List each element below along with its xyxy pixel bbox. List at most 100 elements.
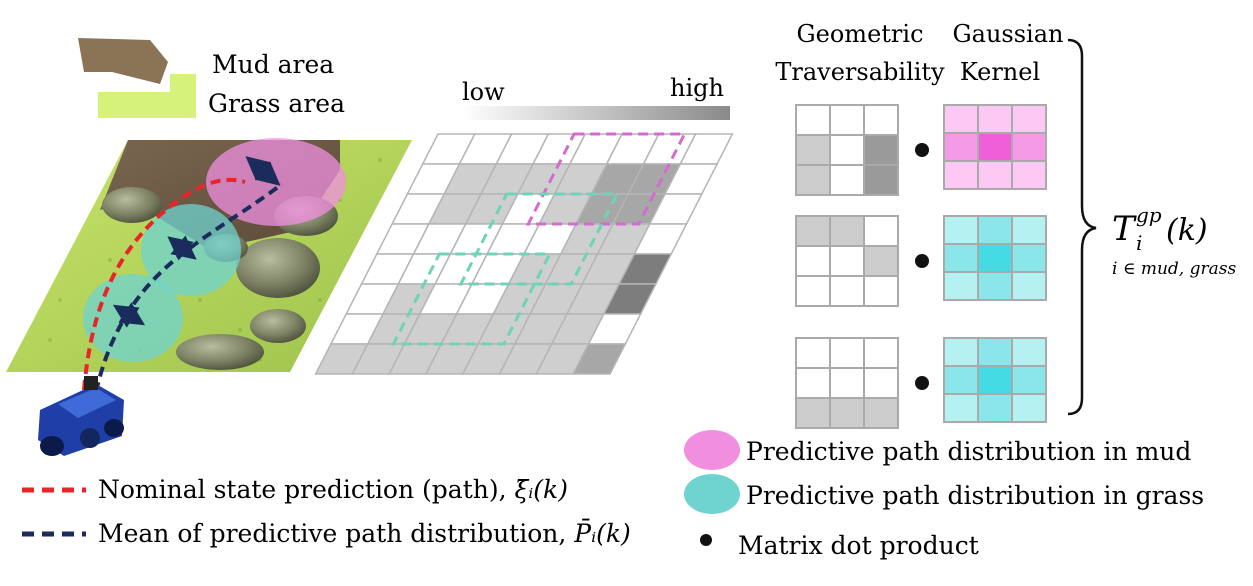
traversability-matrix-cell <box>863 215 899 247</box>
gaussian-kernel-cell <box>977 160 1013 190</box>
result-letter: T <box>1112 209 1137 249</box>
result-subscript: i <box>1136 231 1142 255</box>
geometric-traversability-heading-2: Traversability <box>775 58 945 86</box>
gaussian-kernel-cell <box>1011 215 1047 245</box>
gaussian-kernel-cell <box>943 365 979 395</box>
gaussian-kernel-cell <box>943 104 979 134</box>
traversability-matrix-cell <box>863 134 899 166</box>
gaussian-kernel-cell <box>1011 104 1047 134</box>
mud-distribution-legend-swatch <box>684 430 740 470</box>
gaussian-kernel-cell <box>1011 271 1047 301</box>
mean-path-legend-symbol: P̄ᵢ(k) <box>573 519 631 548</box>
gaussian-kernel-cell <box>943 160 979 190</box>
gaussian-kernel-cell <box>943 337 979 367</box>
grass-distribution-legend-swatch <box>684 474 740 514</box>
traversability-matrix-cell <box>829 275 865 307</box>
rock <box>236 238 320 298</box>
gaussian-kernel-cell <box>977 365 1013 395</box>
nominal-path-legend-symbol: ξ̄ᵢ(k) <box>515 475 568 504</box>
dot-product-legend-symbol <box>700 534 712 546</box>
traversability-matrix-cell <box>829 164 865 196</box>
geometric-traversability-heading-1: Geometric <box>796 20 923 48</box>
traversability-matrix-cell <box>795 337 831 369</box>
traversability-matrix-cell <box>863 245 899 277</box>
traversability-matrix-cell <box>829 245 865 277</box>
nominal-path-legend-label: Nominal state prediction (path), ξ̄ᵢ(k) <box>98 475 568 504</box>
gaussian-kernel-cell <box>977 337 1013 367</box>
traversability-matrix-cell <box>795 245 831 277</box>
result-condition: i ∈ mud, grass <box>1112 259 1236 279</box>
traversability-matrix-cell <box>863 337 899 369</box>
traversability-matrix-cell <box>863 397 899 429</box>
grass-window-outline <box>391 252 553 346</box>
traversability-matrix-cell <box>829 215 865 247</box>
scale-high-label: high <box>670 74 724 102</box>
rock <box>250 309 306 343</box>
dot-product-symbol <box>915 376 929 390</box>
traversability-grid-map <box>314 132 734 375</box>
mean-path-legend-label: Mean of predictive path distribution, P̄… <box>98 519 631 548</box>
traversability-matrix-cell <box>829 367 865 399</box>
gaussian-kernel-cell <box>1011 337 1047 367</box>
gaussian-kernel-cell <box>977 104 1013 134</box>
gaussian-kernel-cell <box>943 132 979 162</box>
traversability-scale-bar <box>462 106 730 120</box>
nominal-path <box>82 177 246 391</box>
traversability-matrix-cell <box>829 104 865 136</box>
mud-area-swatch <box>78 38 168 84</box>
curly-brace <box>1067 38 1097 416</box>
rock <box>102 187 162 223</box>
matrices-area <box>795 104 1047 429</box>
gaussian-kernel-cell <box>1011 132 1047 162</box>
gaussian-kernel-cell <box>977 132 1013 162</box>
traversability-matrix-cell <box>829 337 865 369</box>
scale-low-label: low <box>462 78 505 106</box>
mean-path-legend-text: Mean of predictive path distribution, <box>98 519 574 548</box>
traversability-matrix-cell <box>795 215 831 247</box>
traversability-matrix-cell <box>863 367 899 399</box>
gaussian-kernel-heading-1: Gaussian <box>952 20 1063 48</box>
gaussian-kernel-cell <box>1011 160 1047 190</box>
traversability-matrix-cell <box>795 164 831 196</box>
gaussian-kernel-heading-2: Kernel <box>960 58 1040 86</box>
grass-area-swatch <box>98 74 196 118</box>
gaussian-kernel-cell <box>977 271 1013 301</box>
result-symbol: T <box>1112 209 1137 249</box>
terrain-scene <box>6 138 412 456</box>
traversability-matrix-cell <box>795 367 831 399</box>
traversability-matrix-cell <box>795 275 831 307</box>
result-superscript: gp <box>1136 203 1162 227</box>
grid-map-cell <box>571 343 627 375</box>
gaussian-kernel-cell <box>1011 365 1047 395</box>
vehicle <box>38 376 124 456</box>
gaussian-kernel-cell <box>1011 393 1047 423</box>
dot-product-legend-label: Matrix dot product <box>738 531 979 560</box>
gaussian-kernel-cell <box>1011 243 1047 273</box>
gaussian-kernel-cell <box>977 243 1013 273</box>
deviation-arrow <box>112 302 146 328</box>
deviation-arrow <box>245 156 281 186</box>
traversability-matrix-cell <box>795 397 831 429</box>
gaussian-kernel-cell <box>977 215 1013 245</box>
gaussian-kernel-cell <box>943 243 979 273</box>
gaussian-kernel-cell <box>977 393 1013 423</box>
traversability-matrix-cell <box>795 104 831 136</box>
dot-product-symbol <box>915 143 929 157</box>
traversability-matrix-cell <box>829 134 865 166</box>
traversability-matrix-cell <box>863 164 899 196</box>
gaussian-kernel-cell <box>943 215 979 245</box>
traversability-matrix-cell <box>863 275 899 307</box>
rock <box>176 334 264 370</box>
dot-product-symbol <box>915 254 929 268</box>
traversability-matrix-cell <box>795 134 831 166</box>
gaussian-kernel-cell <box>943 271 979 301</box>
result-argument: (k) <box>1166 213 1208 248</box>
mud-area-label: Mud area <box>212 50 334 79</box>
traversability-matrix-cell <box>829 397 865 429</box>
nominal-path-legend-text: Nominal state prediction (path), <box>98 475 515 504</box>
deviation-arrow <box>167 235 197 261</box>
grass-area-label: Grass area <box>208 89 345 118</box>
gaussian-kernel-cell <box>943 393 979 423</box>
mud-distribution-legend-label: Predictive path distribution in mud <box>746 437 1191 466</box>
grass-distribution-legend-label: Predictive path distribution in grass <box>746 481 1204 510</box>
